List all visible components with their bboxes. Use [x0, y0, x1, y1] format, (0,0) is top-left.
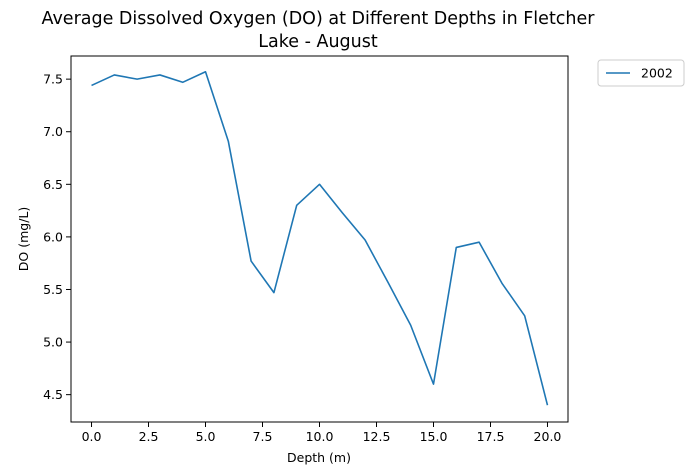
x-tick-label: 17.5 — [477, 429, 505, 444]
y-axis-label: DO (mg/L) — [16, 207, 31, 271]
y-tick-label: 5.5 — [43, 282, 63, 297]
x-tick-label: 5.0 — [196, 429, 216, 444]
chart-title-line-2: Lake - August — [258, 32, 378, 52]
y-tick-label: 6.0 — [43, 229, 63, 244]
x-tick-label: 20.0 — [534, 429, 562, 444]
series-line-2002 — [91, 70, 549, 406]
x-tick-label: 2.5 — [139, 429, 159, 444]
legend: 2002 — [597, 59, 685, 87]
legend-label-2002: 2002 — [641, 66, 673, 81]
y-tick-label: 5.0 — [43, 335, 63, 350]
plot-area-frame — [70, 55, 569, 423]
x-tick-label: 0.0 — [82, 429, 102, 444]
x-tick-label: 15.0 — [420, 429, 448, 444]
series-layer — [91, 70, 549, 406]
x-tick-label: 10.0 — [306, 429, 334, 444]
x-axis: 0.0 2.5 5.0 7.5 10.0 12.5 15.0 17.5 20.0 — [82, 422, 562, 444]
y-tick-label: 7.0 — [43, 124, 63, 139]
y-tick-label: 7.5 — [43, 72, 63, 87]
y-axis: 4.5 5.0 5.5 6.0 6.5 7.0 7.5 — [43, 72, 71, 402]
x-tick-label: 12.5 — [363, 429, 391, 444]
legend-frame — [597, 59, 685, 87]
y-tick-label: 4.5 — [43, 387, 63, 402]
chart-title-line-1: Average Dissolved Oxygen (DO) at Differe… — [42, 9, 596, 29]
y-tick-label: 6.5 — [43, 177, 63, 192]
x-axis-label: Depth (m) — [287, 450, 351, 465]
x-tick-label: 7.5 — [253, 429, 273, 444]
